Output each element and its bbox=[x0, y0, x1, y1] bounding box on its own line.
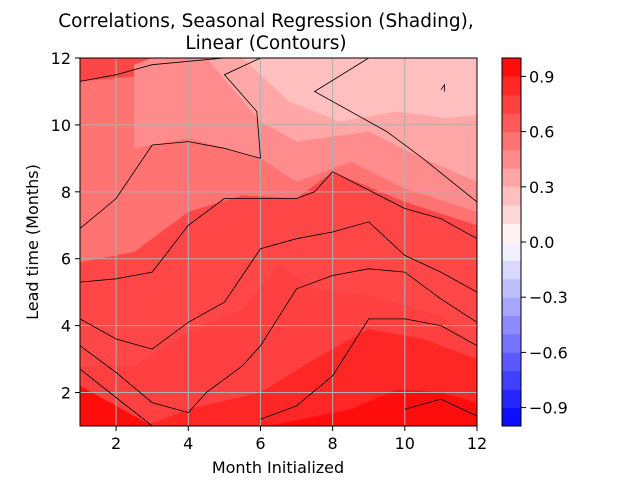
colorbar-segment bbox=[502, 150, 521, 169]
x-tick-label: 10 bbox=[395, 434, 415, 453]
plot-area bbox=[79, 57, 478, 427]
shading-region bbox=[267, 389, 477, 426]
contour-line bbox=[79, 171, 478, 283]
contour-lines bbox=[79, 57, 478, 427]
colorbar-segment bbox=[502, 168, 521, 188]
shading-layer bbox=[80, 58, 478, 426]
contour-line bbox=[223, 57, 261, 159]
y-tick-label: 12 bbox=[51, 49, 71, 68]
x-tick-label: 12 bbox=[467, 434, 487, 453]
contour-line bbox=[79, 268, 478, 414]
colorbar-segment bbox=[502, 278, 521, 298]
colorbar-tick-label: −0.6 bbox=[529, 343, 568, 362]
grid-lines bbox=[80, 58, 477, 426]
contour-line bbox=[79, 368, 153, 427]
colorbar-segment bbox=[502, 297, 521, 316]
contour-line bbox=[79, 221, 478, 350]
y-tick-label: 4 bbox=[61, 317, 71, 336]
colorbar-segment bbox=[502, 94, 521, 114]
colorbar-tick-label: 0.0 bbox=[529, 233, 554, 252]
y-axis-label: Lead time (Months) bbox=[23, 164, 42, 320]
colorbar-segment bbox=[502, 407, 521, 427]
x-axis-label: Month Initialized bbox=[212, 458, 344, 477]
x-tick-label: 4 bbox=[183, 434, 193, 453]
colorbar-segment bbox=[502, 76, 521, 96]
x-tick-label: 8 bbox=[328, 434, 338, 453]
colorbar-segment bbox=[502, 352, 521, 372]
colorbar-segment bbox=[502, 223, 521, 243]
colorbar-segment bbox=[502, 260, 521, 280]
contour-line bbox=[79, 57, 225, 82]
y-tick-label: 2 bbox=[61, 384, 71, 403]
colorbar-segment bbox=[502, 58, 521, 77]
colorbar bbox=[502, 58, 521, 427]
contour-line bbox=[440, 83, 445, 92]
colorbar-segment bbox=[502, 370, 521, 390]
x-tick-label: 2 bbox=[111, 434, 121, 453]
colorbar-segment bbox=[502, 186, 521, 206]
shading-region bbox=[242, 58, 477, 122]
colorbar-segment bbox=[502, 113, 521, 132]
plot-frame bbox=[79, 57, 478, 427]
colorbar-tick-label: 0.6 bbox=[529, 123, 554, 142]
x-axis-ticks: 2 4 6 8 10 12 bbox=[111, 426, 487, 453]
contour-line bbox=[260, 318, 478, 420]
y-axis-ticks: 2 4 6 8 10 12 bbox=[51, 49, 80, 403]
colorbar-tick-label: −0.9 bbox=[529, 399, 568, 418]
contour-line bbox=[79, 141, 261, 229]
colorbar-segment bbox=[502, 242, 521, 261]
chart-title-line1: Correlations, Seasonal Regression (Shadi… bbox=[58, 11, 473, 32]
colorbar-segment bbox=[502, 205, 521, 224]
colorbar-segment bbox=[502, 389, 521, 408]
colorbar-tick-label: 0.3 bbox=[529, 178, 554, 197]
chart-title-line2: Linear (Contours) bbox=[185, 33, 346, 54]
contour-line bbox=[313, 57, 478, 203]
y-tick-label: 8 bbox=[61, 183, 71, 202]
colorbar-segment bbox=[502, 131, 521, 151]
colorbar-segment bbox=[502, 334, 521, 353]
colorbar-ticks: −0.9 −0.6 −0.3 0.0 0.3 0.6 0.9 bbox=[521, 67, 568, 418]
colorbar-tick-label: −0.3 bbox=[529, 288, 568, 307]
y-tick-label: 6 bbox=[61, 250, 71, 269]
colorbar-tick-label: 0.9 bbox=[529, 67, 554, 86]
colorbar-segment bbox=[502, 315, 521, 335]
x-tick-label: 6 bbox=[255, 434, 265, 453]
contour-line bbox=[404, 398, 478, 417]
y-tick-label: 10 bbox=[51, 116, 71, 135]
